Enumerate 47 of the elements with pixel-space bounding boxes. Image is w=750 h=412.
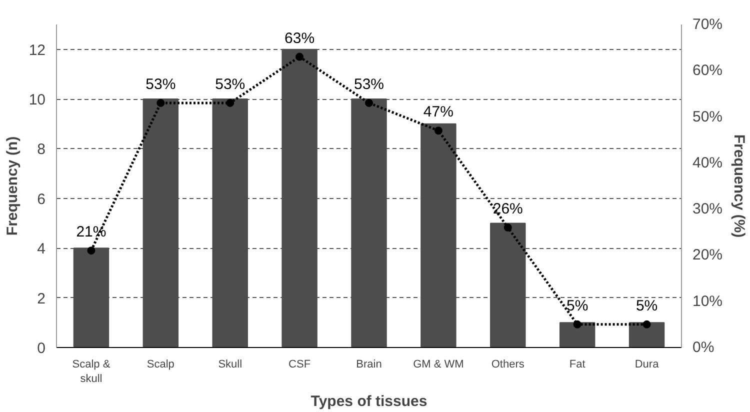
data-label: 5% [636, 297, 658, 314]
point [642, 320, 651, 328]
y2-tick-label: 70% [692, 16, 723, 33]
y-tick-label: 6 [37, 190, 46, 208]
point [504, 224, 512, 232]
bar [559, 322, 596, 348]
data-label: 26% [492, 200, 523, 218]
data-label: 5% [566, 297, 588, 314]
y2-tick-label: 30% [692, 200, 723, 218]
point [573, 320, 582, 328]
y-tick-label: 10 [28, 92, 46, 109]
point [87, 246, 96, 255]
point [365, 98, 373, 107]
x-tick-label: Skull [218, 358, 242, 370]
point [296, 52, 304, 61]
point [434, 126, 442, 135]
y2-tick-label: 40% [692, 154, 723, 172]
data-label: 47% [423, 104, 454, 121]
y-tick-label: 12 [28, 42, 46, 59]
y2-tick-label: 0% [692, 339, 714, 356]
y2-tick-label: 50% [692, 108, 723, 126]
point [226, 98, 234, 107]
y2-tick-label: 60% [692, 62, 723, 80]
x-tick-label: Dura [634, 358, 660, 370]
x-tick-label: Scalp & skull [72, 358, 111, 385]
x-tick-label: Brain [356, 358, 382, 370]
data-label: 63% [284, 30, 315, 47]
data-label: 53% [354, 76, 384, 93]
x-tick-label: CSF [288, 358, 311, 370]
y-tick-label: 8 [37, 141, 46, 158]
data-label: 21% [76, 224, 106, 241]
y2-tick-label: 10% [692, 292, 723, 310]
x-tick-label: GM & WM [413, 358, 464, 370]
bar [628, 322, 665, 348]
x-tick-label: Fat [569, 358, 586, 370]
data-label: 53% [215, 76, 246, 93]
data-label: 53% [146, 76, 176, 93]
y-tick-label: 4 [37, 240, 46, 258]
x-tick-label: Scalp [146, 358, 174, 370]
y-tick-label: 2 [37, 290, 46, 308]
point [156, 98, 165, 107]
y2-tick-label: 20% [692, 246, 723, 264]
y2-axis-title: Frequency (%) [730, 134, 748, 238]
x-tick-label: Others [491, 358, 525, 370]
x-axis-title: Types of tissues [310, 392, 428, 410]
y-tick-label: 0 [37, 340, 46, 357]
y-axis-title: Frequency (n) [4, 136, 21, 236]
